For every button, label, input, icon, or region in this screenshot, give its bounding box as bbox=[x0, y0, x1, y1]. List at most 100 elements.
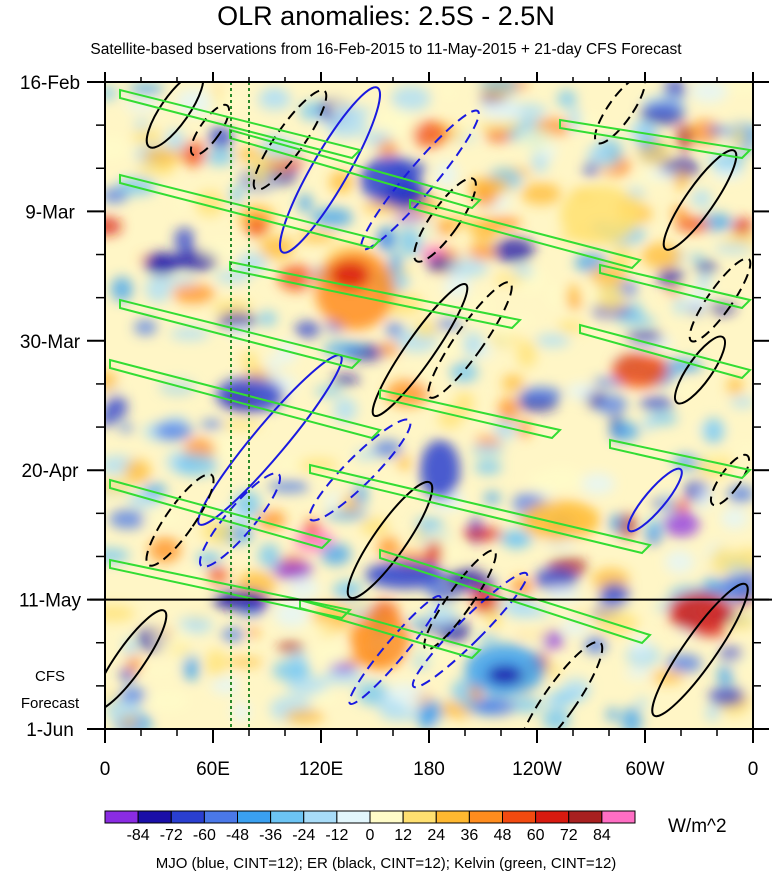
field-patch bbox=[430, 590, 460, 600]
field-patch bbox=[413, 320, 438, 339]
colorbar: -84 -72 -60 -48 -36 -24 -12 0 12 24 36 48 60 72 84 bbox=[104, 810, 636, 844]
field-patch bbox=[142, 666, 179, 676]
field-patch bbox=[109, 509, 147, 529]
field-patch bbox=[412, 120, 447, 148]
field-patch bbox=[483, 491, 501, 505]
field-patch bbox=[599, 582, 630, 608]
y-tick-label: 20-Apr bbox=[21, 461, 79, 482]
field-patch bbox=[704, 576, 719, 599]
er-contour bbox=[371, 282, 469, 418]
field-patch bbox=[542, 707, 571, 729]
chart-subtitle: Satellite-based bservations from 16-Feb-… bbox=[90, 41, 682, 58]
field-patch bbox=[435, 161, 458, 188]
field-patch bbox=[673, 295, 687, 316]
field-patch bbox=[377, 536, 400, 559]
kelvin-contour bbox=[299, 598, 482, 660]
field-patch bbox=[105, 217, 122, 236]
x-tick-label: 0 bbox=[748, 759, 759, 780]
field-patch bbox=[478, 82, 520, 91]
mjo-contour bbox=[198, 472, 282, 568]
kelvin-contour bbox=[109, 478, 332, 550]
field-patch bbox=[462, 527, 505, 541]
field-patch bbox=[119, 687, 147, 703]
field-patch bbox=[105, 548, 130, 563]
field-patch bbox=[201, 517, 235, 544]
colorbar-tick-label: 0 bbox=[366, 827, 375, 844]
colorbar-tick-label: -72 bbox=[160, 827, 183, 844]
er-contour bbox=[105, 609, 168, 711]
field-patch bbox=[247, 628, 260, 637]
colorbar-swatch bbox=[203, 810, 238, 824]
field-patch bbox=[195, 190, 225, 217]
field-patch bbox=[144, 252, 179, 276]
field-patch bbox=[200, 419, 224, 430]
colorbar-tick-label: 72 bbox=[560, 827, 578, 844]
kelvin-contour bbox=[229, 128, 482, 210]
field-patch bbox=[441, 83, 456, 99]
field-patch bbox=[294, 321, 321, 338]
field-patch bbox=[639, 397, 674, 411]
colorbar-swatch bbox=[502, 810, 537, 824]
colorbar-swatch bbox=[137, 810, 172, 824]
kelvin-contour bbox=[409, 198, 642, 270]
field-patch bbox=[731, 444, 753, 454]
x-axis: 0 60E 120E 180 120W 60W 0 bbox=[100, 72, 759, 780]
field-patch bbox=[375, 699, 405, 713]
field-patch bbox=[690, 82, 728, 103]
y-tick-label: 30-Mar bbox=[20, 332, 81, 353]
field-patch bbox=[323, 341, 365, 357]
field-patch bbox=[175, 89, 213, 116]
field-patch bbox=[128, 83, 164, 95]
field-patch bbox=[105, 697, 140, 722]
x-tick-label: 0 bbox=[100, 759, 111, 780]
colorbar-tick-label: 24 bbox=[427, 827, 445, 844]
field-patch bbox=[646, 168, 678, 180]
field-patch bbox=[142, 512, 185, 524]
er-contour bbox=[427, 281, 513, 399]
field-patch bbox=[391, 85, 431, 112]
field-patch bbox=[235, 252, 268, 273]
field-patch bbox=[471, 445, 505, 455]
field-patch bbox=[121, 715, 138, 727]
colorbar-tick-label: 12 bbox=[394, 827, 412, 844]
field-patch bbox=[497, 319, 513, 344]
er-contour bbox=[688, 257, 752, 343]
field-patch bbox=[566, 383, 596, 400]
field-patch bbox=[377, 231, 393, 247]
field-patch bbox=[434, 319, 463, 330]
field-patch bbox=[702, 417, 725, 445]
field-patch bbox=[583, 163, 599, 177]
field-feature bbox=[668, 592, 732, 632]
colorbar-tick-label: -36 bbox=[259, 827, 282, 844]
field-patch bbox=[467, 244, 498, 261]
field-feature bbox=[350, 610, 410, 670]
field-patch bbox=[300, 621, 336, 632]
er-contour bbox=[189, 103, 231, 157]
er-contour bbox=[662, 149, 738, 251]
field-patch bbox=[354, 449, 379, 460]
kelvin-contour bbox=[379, 548, 652, 645]
field-patch bbox=[171, 283, 215, 304]
field-patch bbox=[398, 229, 423, 257]
field-feature bbox=[330, 261, 370, 289]
field-patch bbox=[467, 177, 511, 195]
field-patch bbox=[480, 101, 522, 122]
field-patch bbox=[393, 214, 429, 223]
field-patch bbox=[510, 697, 542, 713]
field-patch bbox=[535, 333, 570, 348]
field-patch bbox=[645, 517, 662, 542]
field-patch bbox=[691, 189, 712, 208]
colorbar-tick-label: 84 bbox=[593, 827, 611, 844]
field-patch bbox=[709, 299, 736, 315]
field-patch bbox=[205, 149, 235, 166]
x-tick-label: 120E bbox=[299, 759, 343, 780]
field-patch bbox=[231, 701, 250, 722]
field-patch bbox=[583, 636, 608, 654]
field-patch bbox=[625, 668, 652, 679]
colorbar-swatch bbox=[170, 810, 205, 824]
field-patch bbox=[713, 243, 753, 254]
field-patch bbox=[118, 423, 134, 433]
field-patch bbox=[711, 167, 745, 180]
field-patch bbox=[353, 483, 368, 507]
field-patch bbox=[493, 274, 526, 285]
